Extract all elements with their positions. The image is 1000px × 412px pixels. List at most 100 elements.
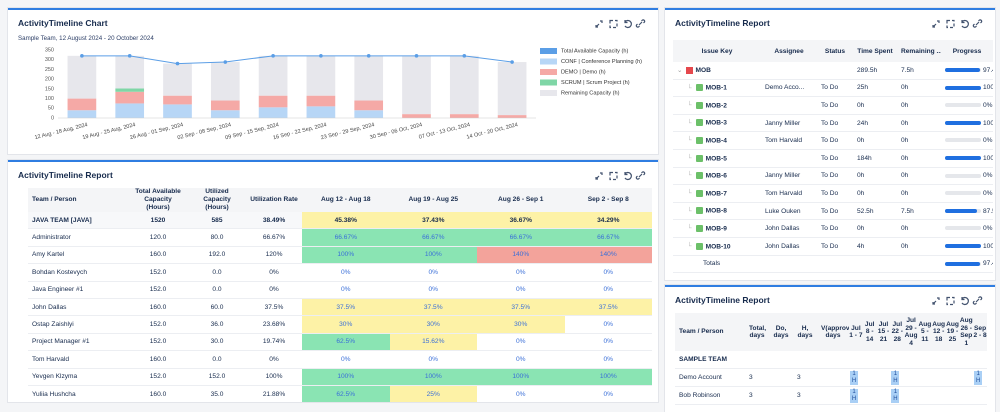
bar-segment xyxy=(258,107,288,118)
legend-label: SCRUM | Scrum Project (h) xyxy=(561,80,630,86)
progress-bar xyxy=(945,120,981,125)
cell: 3 xyxy=(745,368,769,387)
row-label: Project Manager #1 xyxy=(28,333,128,352)
line-point xyxy=(80,54,84,58)
row-label: Yevgen Klzyma xyxy=(28,368,128,386)
cell: 37.5% xyxy=(477,298,565,317)
column-header: Total Available Capacity (Hours) xyxy=(128,188,188,212)
cell: 160.0 xyxy=(128,298,188,317)
cell xyxy=(761,255,817,274)
issue-row: └ MOB-9 John Dallas To Do 0h 0h 0% xyxy=(673,219,993,238)
x-tick-label: 19 Aug - 25 Aug, 2024 xyxy=(82,122,136,141)
cell: 37.5% xyxy=(564,298,652,317)
row-label: Yuliia Hushcha xyxy=(28,385,128,402)
column-header: Assignee xyxy=(761,40,817,62)
collapse-icon[interactable] xyxy=(595,172,603,180)
person-row: Demo Account 3 3 1 H 1 H 1 H xyxy=(675,368,987,387)
cell: 0% xyxy=(564,263,652,282)
link-icon[interactable] xyxy=(972,19,983,28)
collapse-icon[interactable] xyxy=(595,20,603,28)
week-cell xyxy=(917,386,932,405)
issue-row: └ MOB-6 Janny Miller To Do 0h 0h 0% xyxy=(673,167,993,186)
week-cell xyxy=(959,368,974,387)
cell: 30.0 xyxy=(188,333,246,352)
refresh-icon[interactable] xyxy=(961,296,969,306)
progress-cell: 100% xyxy=(941,114,993,133)
cell xyxy=(769,368,793,387)
link-icon[interactable] xyxy=(635,19,646,28)
x-tick-label: 07 Oct - 13 Oct, 2024 xyxy=(418,122,470,141)
cell: 140% xyxy=(564,246,652,265)
cell: 160.0 xyxy=(128,350,188,369)
bar-segment xyxy=(67,55,97,99)
cell: 23.68% xyxy=(246,315,302,334)
issue-icon xyxy=(695,172,703,180)
cell: 0% xyxy=(564,333,652,352)
group-key: MOB xyxy=(695,67,711,75)
row-label: John Dallas xyxy=(28,298,128,317)
issue-key-cell: └ MOB-2 xyxy=(673,96,761,115)
progress-bar xyxy=(945,191,981,196)
days-panel: ActivityTimeline Report Team / Person Tot… xyxy=(665,285,995,412)
issue-key: MOB-2 xyxy=(705,102,727,110)
day-count: 1 xyxy=(976,370,980,377)
refresh-icon[interactable] xyxy=(961,19,969,29)
fullscreen-icon[interactable] xyxy=(609,19,618,29)
cell: To Do xyxy=(817,96,853,115)
cell: 34.29% xyxy=(564,212,652,230)
refresh-icon[interactable] xyxy=(624,171,632,181)
refresh-icon[interactable] xyxy=(624,19,632,29)
issue-key: MOB-1 xyxy=(705,84,727,92)
cell: 0% xyxy=(477,350,565,369)
cell: Tom Harvald xyxy=(761,184,817,203)
fullscreen-icon[interactable] xyxy=(609,171,618,181)
row-label: Ostap Zaishlyi xyxy=(28,315,128,334)
column-header: Remaining ... xyxy=(897,40,941,62)
collapse-icon[interactable] xyxy=(932,20,940,28)
tree-line: └ xyxy=(687,84,692,92)
cell: 3 xyxy=(793,368,817,387)
cell: 0% xyxy=(564,385,652,402)
issue-key-cell: └ MOB-3 xyxy=(673,114,761,133)
week-cell xyxy=(945,386,960,405)
cell: 66.67% xyxy=(246,228,302,247)
cell: 66.67% xyxy=(302,228,390,247)
progress-bar xyxy=(945,85,981,90)
header-row: Team / Person Total, days Do, days H, days V… xyxy=(675,313,987,351)
issue-key: MOB-5 xyxy=(705,154,727,162)
cell: John Dallas xyxy=(761,219,817,238)
x-tick-label: 02 Sep - 08 Sep, 2024 xyxy=(177,122,232,141)
bar-segment xyxy=(210,100,240,111)
bar-segment xyxy=(402,114,431,118)
fullscreen-icon[interactable] xyxy=(946,296,955,306)
line-point xyxy=(127,54,132,58)
bar-segment xyxy=(115,103,145,118)
table-row: Amy Kartel 160.0 192.0 120% 100% 100% 140% 140% xyxy=(28,246,652,265)
progress-bar xyxy=(945,103,981,108)
cell: 100% xyxy=(564,368,652,386)
collapse-icon[interactable] xyxy=(932,297,940,305)
cell: 0% xyxy=(389,263,477,282)
progress-cell: 97.47% xyxy=(941,255,993,274)
cell: 37.5% xyxy=(389,298,477,317)
fullscreen-icon[interactable] xyxy=(946,19,955,29)
progress-bar xyxy=(945,68,981,73)
week-header: Aug 5 - 11 xyxy=(917,313,932,351)
cell: 0% xyxy=(477,385,565,402)
day-type: H xyxy=(893,377,898,384)
link-icon[interactable] xyxy=(972,296,983,305)
progress-bar xyxy=(945,138,981,143)
cell xyxy=(761,62,817,80)
days-table: Team / Person Total, days Do, days H, days V… xyxy=(675,313,987,405)
tree-line: └ xyxy=(687,190,692,198)
cell: Tom Harvald xyxy=(761,131,817,150)
tree-line: └ xyxy=(687,102,692,110)
table-row: Java Engineer #1 152.0 0.0 0% 0% 0% 0% 0% xyxy=(28,281,652,299)
link-icon[interactable] xyxy=(635,171,646,180)
cell: 0% xyxy=(389,281,477,299)
issue-key: MOB-8 xyxy=(705,207,727,215)
toolbar xyxy=(595,19,646,29)
cell: 66.67% xyxy=(389,228,477,247)
y-tick-label: 200 xyxy=(45,77,54,83)
progress-label: 100% xyxy=(983,154,993,162)
